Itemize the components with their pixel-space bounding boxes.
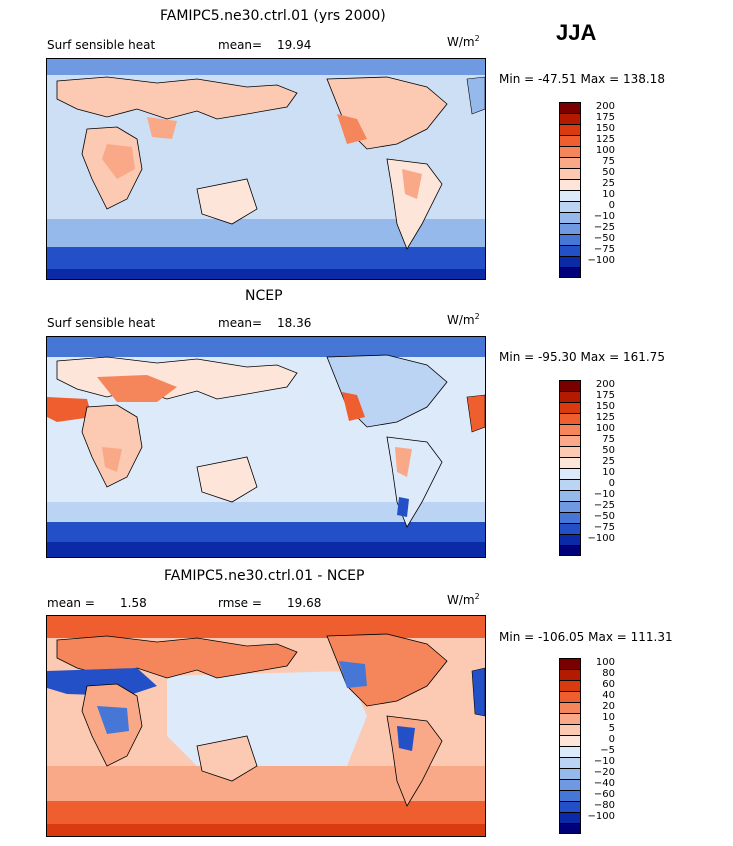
panel2-colorbar-labels: 200 175 150 125 100 75 50 25 10 0 −10 −2… — [587, 379, 615, 544]
panel1-colorbar — [559, 102, 581, 278]
panel3-rmse-value: 19.68 — [287, 596, 322, 610]
panel2-mean-value: 18.36 — [277, 316, 312, 330]
panel2-mean-label: mean= — [218, 316, 263, 330]
panel3-title: FAMIPC5.ne30.ctrl.01 - NCEP — [164, 568, 365, 584]
panel3-mean-value: 1.58 — [120, 596, 147, 610]
panel2-units: W/m2 — [447, 312, 480, 327]
season-label: JJA — [556, 20, 597, 45]
panel1-mean-value: 19.94 — [277, 38, 312, 52]
panel3-colorbar-labels: 100 80 60 40 20 10 5 0 −5 −10 −20 −40 −6… — [587, 657, 615, 822]
panel1-variable-label: Surf sensible heat — [47, 38, 156, 52]
panel3-map — [46, 615, 486, 837]
panel2-colorbar — [559, 380, 581, 556]
panel1-mean-label: mean= — [218, 38, 263, 52]
panel1-map — [46, 58, 486, 280]
panel3-units: W/m2 — [447, 592, 480, 607]
panel1-title: FAMIPC5.ne30.ctrl.01 (yrs 2000) — [160, 8, 386, 24]
panel1-colorbar-labels: 200 175 150 125 100 75 50 25 10 0 −10 −2… — [587, 101, 615, 266]
panel2-title: NCEP — [245, 288, 283, 304]
panel3-colorbar — [559, 658, 581, 834]
panel2-map — [46, 336, 486, 558]
panel1-minmax: Min = -47.51 Max = 138.18 — [499, 72, 665, 86]
panel2-minmax: Min = -95.30 Max = 161.75 — [499, 350, 665, 364]
panel2-variable-label: Surf sensible heat — [47, 316, 156, 330]
panel3-rmse-label: rmse = — [218, 596, 262, 610]
panel1-units: W/m2 — [447, 34, 480, 49]
panel3-minmax: Min = -106.05 Max = 111.31 — [499, 630, 673, 644]
panel3-mean-label: mean = — [47, 596, 95, 610]
